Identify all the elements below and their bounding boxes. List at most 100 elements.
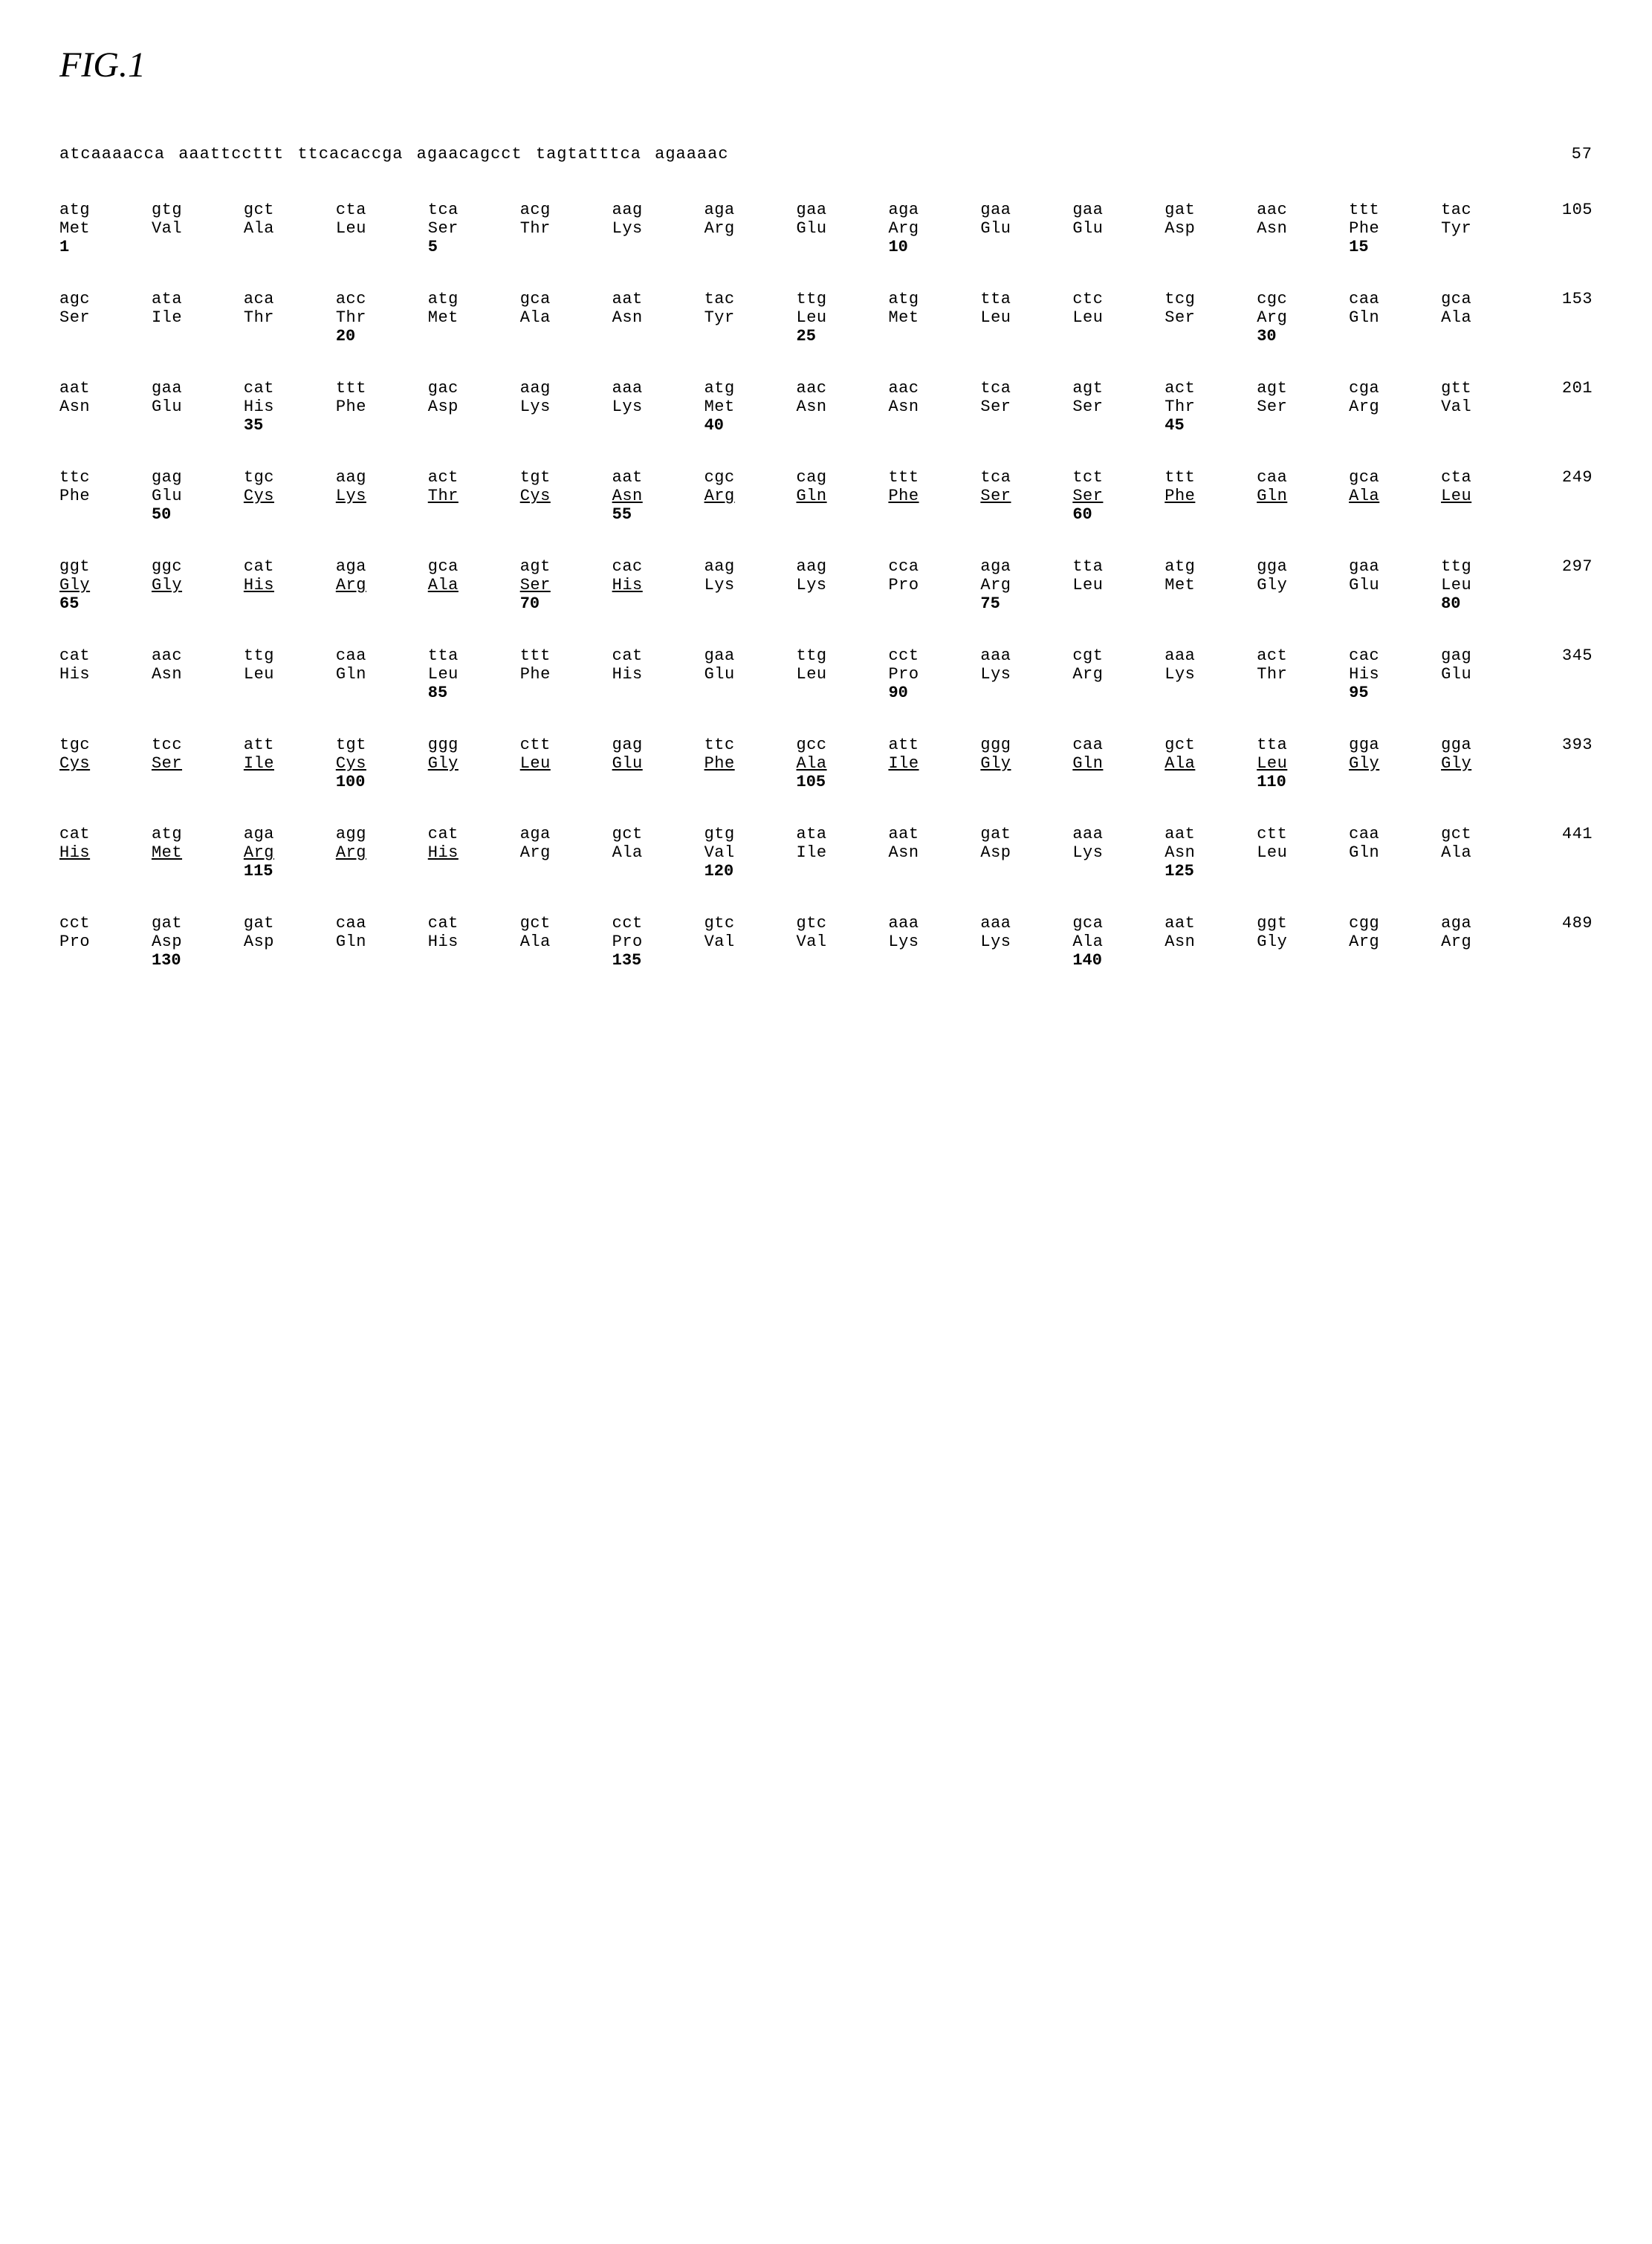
amino-acid-cell: His [59,665,152,684]
codon-cell: gtt [1441,379,1533,398]
position-number-cell [428,505,520,524]
amino-acid-cell: Gln [797,487,889,505]
amino-acid-cell: Ser [428,219,520,238]
block-end-number: 105 [1548,201,1593,219]
codon-cell: aac [888,379,980,398]
position-number-cell [1072,416,1165,435]
amino-acid-cell: Phe [1165,487,1257,505]
position-number-cell [1257,684,1349,702]
position-number-cell [704,594,797,613]
position-number-cell [612,684,704,702]
position-number-cell [1441,951,1533,970]
position-number-cell [152,594,244,613]
amino-acid-cell: Cys [59,754,152,773]
sequence-block: agcataacaaccatggcaaattacttgatgttactctcgc… [59,290,1593,346]
codon-cell: acc [336,290,428,308]
position-number-cell [520,505,612,524]
position-number-cell: 20 [336,327,428,346]
codon-cell: att [244,736,336,754]
position-number-cell: 35 [244,416,336,435]
amino-acid-cell: Gln [1349,308,1441,327]
row-spacer [1548,238,1593,256]
codon-cell: ctc [1072,290,1165,308]
position-number-cell [520,773,612,791]
codon-cell: gca [1349,468,1441,487]
codon-cell: aaa [1072,825,1165,843]
amino-acid-cell: Arg [1072,665,1165,684]
codon-cell: cta [1441,468,1533,487]
codon-cell: gat [244,914,336,933]
amino-acid-cell: Lys [1165,665,1257,684]
position-number-cell [1257,594,1349,613]
codon-cell: gaa [152,379,244,398]
row-spacer [1548,933,1593,951]
position-number-cell [1165,505,1257,524]
position-number-cell: 25 [797,327,889,346]
block-end-number: 249 [1548,468,1593,487]
position-number-cell [1165,773,1257,791]
position-number-cell [704,951,797,970]
amino-acid-cell: Val [797,933,889,951]
amino-acid-cell: His [1349,665,1441,684]
row-spacer [1548,665,1593,684]
position-number-cell: 85 [428,684,520,702]
position-number-cell [1072,238,1165,256]
codon-cell: gcc [797,736,889,754]
position-number-cell [980,327,1072,346]
codon-cell: tgc [244,468,336,487]
amino-acid-cell: Ala [1441,308,1533,327]
amino-acid-cell: Glu [1072,219,1165,238]
amino-acid-cell: Ser [980,487,1072,505]
codon-cell: tgt [336,736,428,754]
codon-cell: acg [520,201,612,219]
amino-acid-cell: His [428,843,520,862]
position-number-cell [244,684,336,702]
codon-cell: caa [1349,825,1441,843]
sequence-block: ggtggccatagagcaagtcacaagaagccaagattaatgg… [59,557,1593,613]
amino-acid-cell: Glu [152,487,244,505]
codon-cell: cct [59,914,152,933]
position-number-cell [1441,327,1533,346]
amino-acid-cell: Ile [244,754,336,773]
amino-acid-cell: Glu [1441,665,1533,684]
amino-acid-cell: Phe [704,754,797,773]
position-number-cell [1349,416,1441,435]
codon-cell: atg [59,201,152,219]
position-number-cell [152,862,244,881]
codon-cell: gat [1165,201,1257,219]
row-spacer [1548,398,1593,416]
position-number-cell: 55 [612,505,704,524]
amino-acid-row: HisAsnLeuGlnLeuPheHisGluLeuProLysArgLysT… [59,665,1593,684]
position-number-cell: 60 [1072,505,1165,524]
codon-cell: ttt [1349,201,1441,219]
codon-cell: ata [797,825,889,843]
row-spacer [1548,594,1593,613]
amino-acid-cell: Ile [888,754,980,773]
position-number-cell [1349,951,1441,970]
position-number-cell: 10 [888,238,980,256]
amino-acid-cell: Glu [612,754,704,773]
amino-acid-cell: Ala [1441,843,1533,862]
position-number-cell [336,594,428,613]
codon-cell: gct [520,914,612,933]
codon-row: cataacttgcaattatttcatgaattgcctaaacgtaaaa… [59,646,1593,665]
codon-cell: tta [980,290,1072,308]
position-number-cell: 125 [1165,862,1257,881]
codon-cell: gac [428,379,520,398]
codon-cell: cac [1349,646,1441,665]
codon-cell: cct [612,914,704,933]
position-number-cell: 100 [336,773,428,791]
amino-acid-cell: Lys [704,576,797,594]
sequence-block: atggtggctctatcaacgaagagagaaagagaagaagata… [59,201,1593,256]
codon-cell: ggt [59,557,152,576]
sequence-block: catatgagaaggcatagagctgtgataaatgataaaaatc… [59,825,1593,881]
position-number-cell [336,416,428,435]
position-number-cell: 115 [244,862,336,881]
amino-acid-cell: Glu [980,219,1072,238]
amino-acid-cell: Arg [336,576,428,594]
codon-cell: cat [59,825,152,843]
amino-acid-cell: Ser [1072,398,1165,416]
position-number-cell [1441,505,1533,524]
codon-cell: ttg [244,646,336,665]
amino-acid-cell: Ala [520,933,612,951]
